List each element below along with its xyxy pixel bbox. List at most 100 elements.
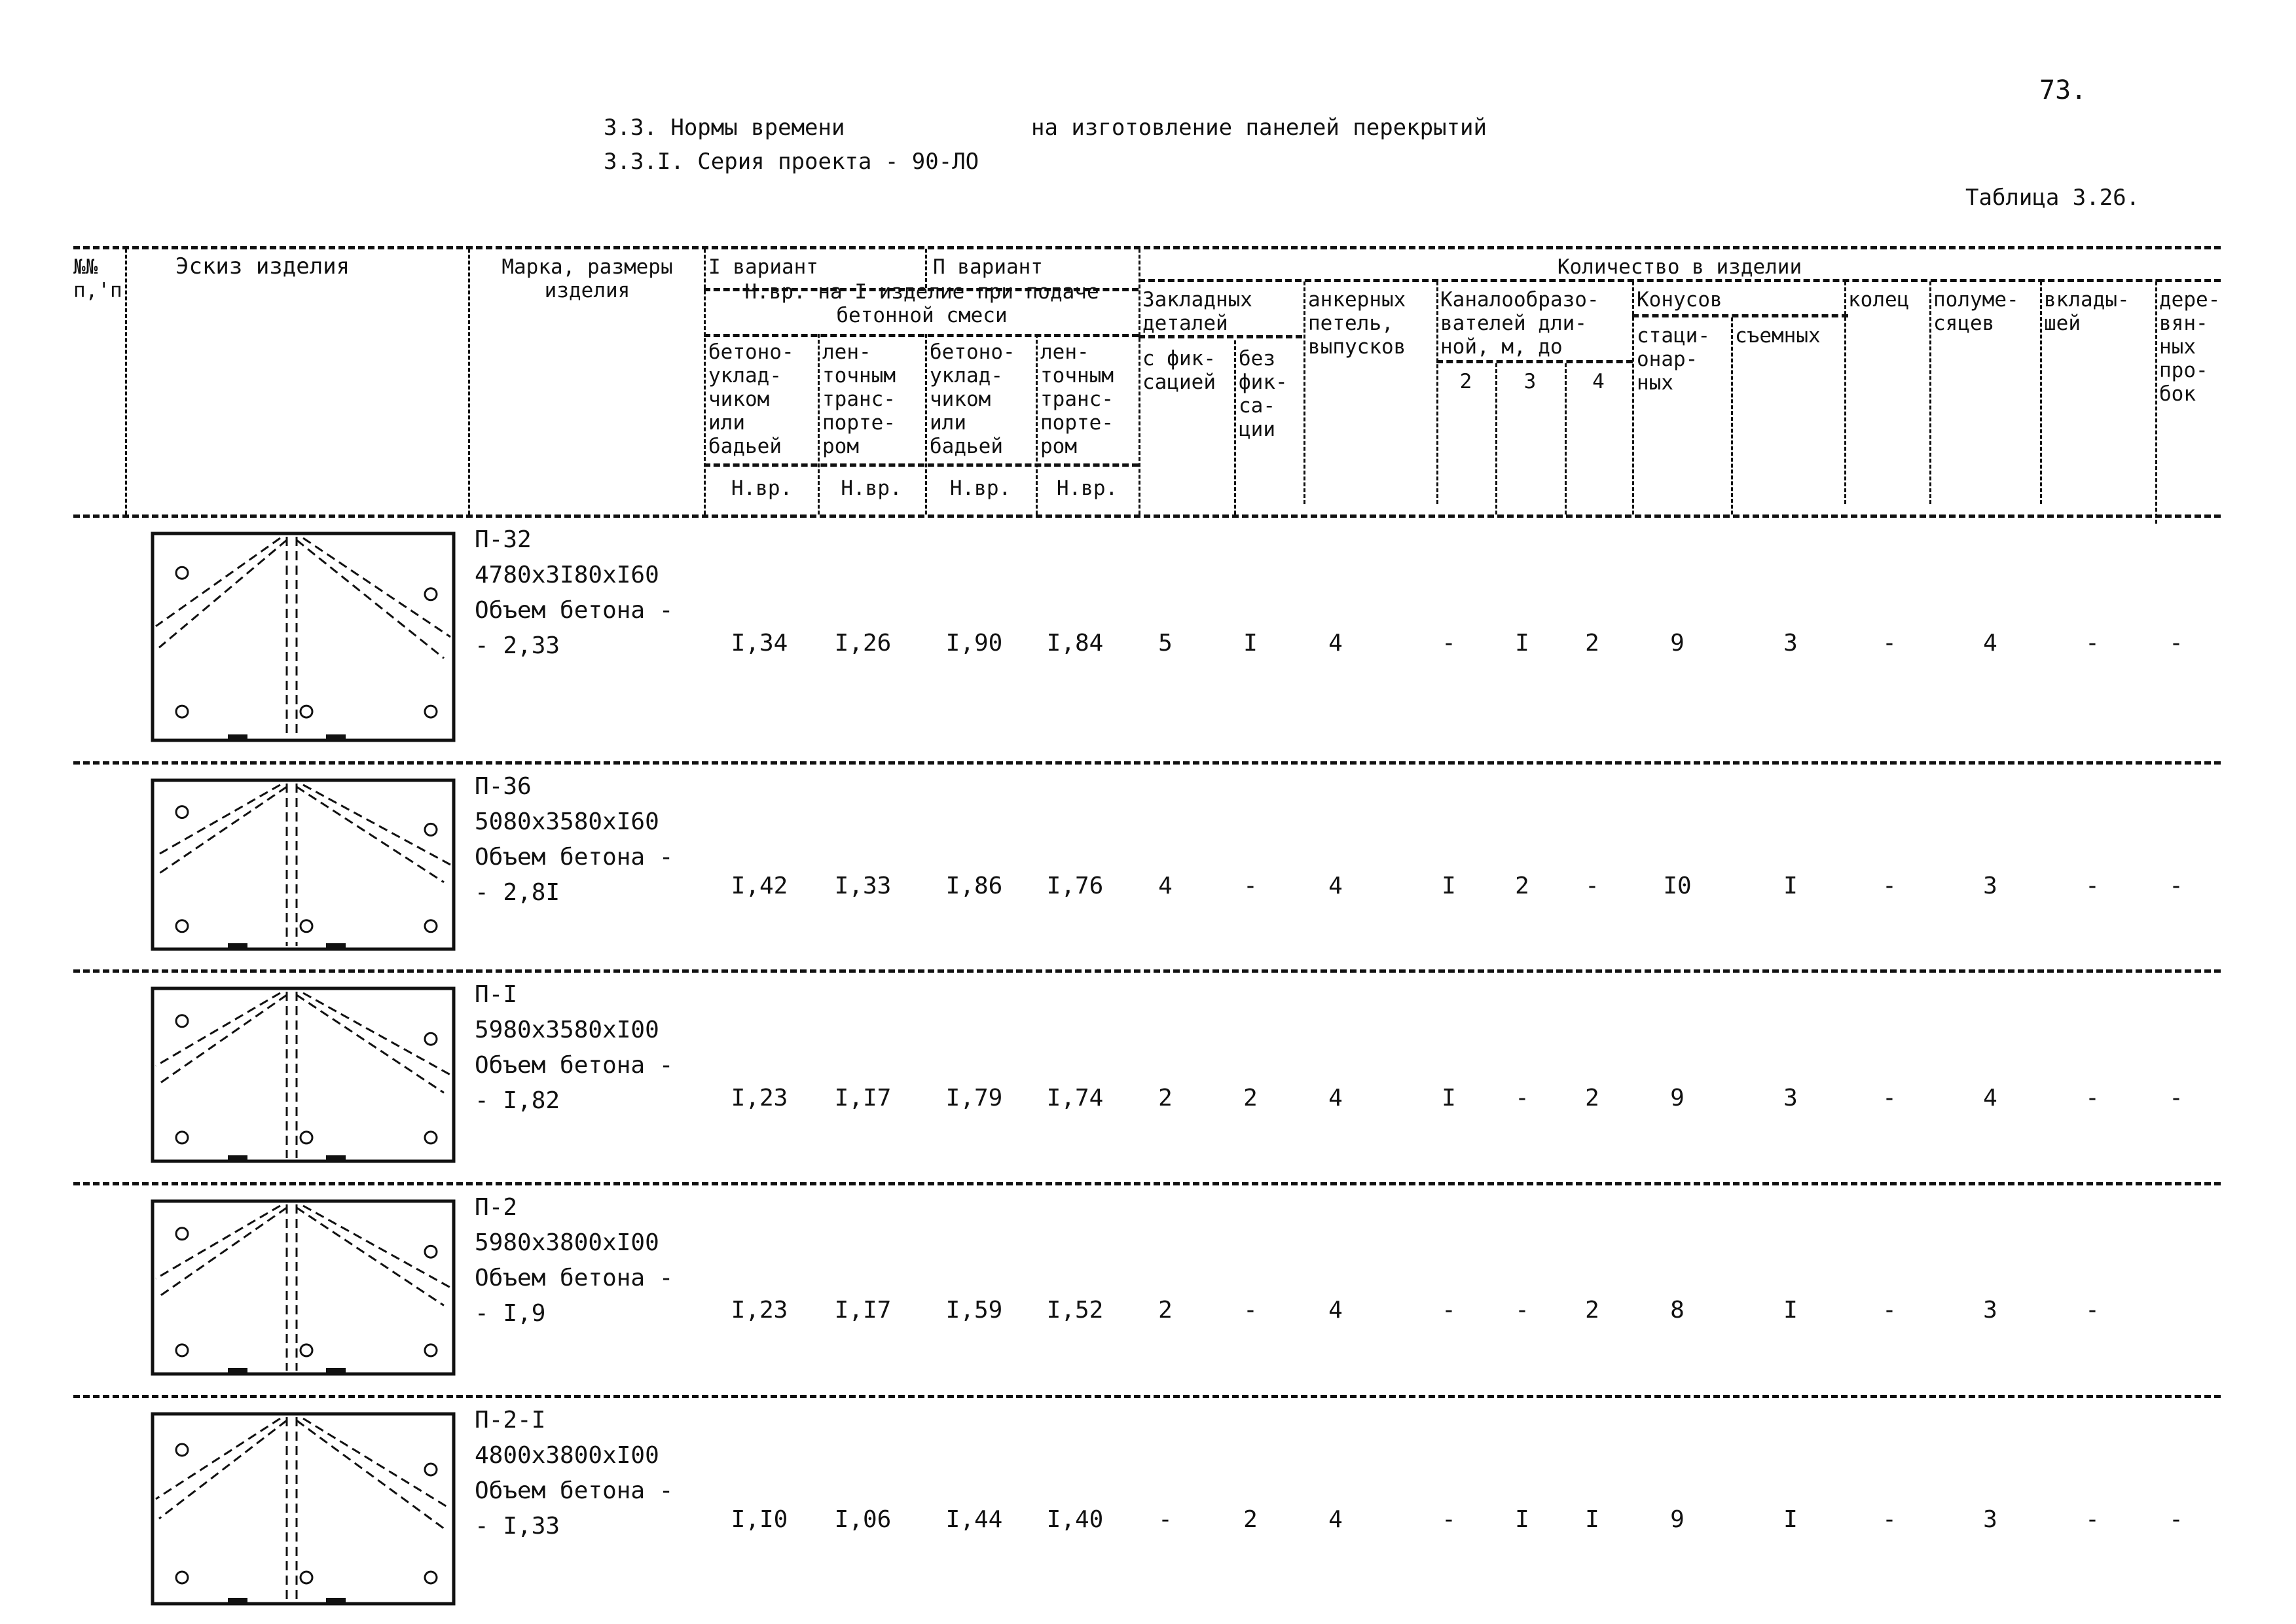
table-cell: 2 bbox=[1585, 630, 1599, 657]
table-cell: 4 bbox=[1983, 1085, 1997, 1111]
rule bbox=[704, 288, 1139, 291]
table-cell: - bbox=[1442, 1506, 1456, 1533]
table-cell: I,40 bbox=[1046, 1506, 1104, 1533]
mark-size: 4800x3800xI00 bbox=[475, 1442, 659, 1469]
rule bbox=[818, 334, 820, 514]
table-cell: 9 bbox=[1670, 630, 1685, 657]
table-cell: - bbox=[2085, 1085, 2100, 1111]
header-unit-2: Н.вр. bbox=[841, 477, 902, 500]
table-cell: 2 bbox=[1585, 1297, 1599, 1324]
mark-vol: - 2,33 bbox=[475, 632, 560, 659]
table-cell: 3 bbox=[1983, 873, 1997, 899]
table-cell: - bbox=[1158, 1506, 1173, 1533]
table-cell: I bbox=[1243, 630, 1258, 657]
rule bbox=[1731, 317, 1733, 514]
mark-mark: П-32 bbox=[475, 526, 532, 553]
panel-sketch-icon bbox=[151, 778, 456, 951]
header-rings: колец bbox=[1848, 288, 1910, 312]
header-sub-2: лен-точным транс-порте-ром bbox=[822, 340, 896, 458]
table-cell: I,44 bbox=[945, 1506, 1003, 1533]
table-cell: - bbox=[1882, 1085, 1897, 1111]
header-mark: Марка, размеры изделия bbox=[501, 255, 673, 302]
table-cell: 9 bbox=[1670, 1506, 1685, 1533]
table-cell: I bbox=[1515, 1506, 1529, 1533]
header-embedded-fix: с фик-сацией bbox=[1142, 347, 1216, 394]
header-unit-4: Н.вр. bbox=[1056, 477, 1118, 500]
table-label: Таблица 3.26. bbox=[1965, 185, 2140, 211]
table-cell: 4 bbox=[1328, 1506, 1343, 1533]
header-sub-4: лен-точным транс-порте-ром bbox=[1040, 340, 1114, 458]
table-cell: I,76 bbox=[1046, 873, 1104, 899]
table-cell: I,33 bbox=[834, 873, 892, 899]
product-mark: П-2 5980x3800xI00 Объем бетона - - I,9 bbox=[475, 1190, 673, 1331]
mark-vol-label: Объем бетона - bbox=[475, 844, 674, 871]
table-cell: - bbox=[1882, 1506, 1897, 1533]
table-cell: 8 bbox=[1670, 1297, 1685, 1324]
header-sub-1: бетоно-уклад-чиком или бадьей bbox=[708, 340, 794, 458]
table-cell: 4 bbox=[1328, 630, 1343, 657]
table-cell: I,23 bbox=[731, 1085, 788, 1111]
table-cell: - bbox=[2169, 873, 2183, 899]
heading-left: 3.3. Нормы времени bbox=[604, 115, 845, 141]
header-variant1: I вариант bbox=[708, 255, 818, 279]
mark-mark: П-2 bbox=[475, 1194, 518, 1221]
header-sketch: Эскиз изделия bbox=[175, 253, 350, 280]
mark-vol-label: Объем бетона - bbox=[475, 597, 674, 624]
rule bbox=[1632, 314, 1848, 317]
table-cell: I bbox=[1783, 1506, 1798, 1533]
rule bbox=[1632, 281, 1634, 514]
panel-sketch-icon bbox=[151, 1199, 456, 1376]
product-mark: П-32 4780x3I80xI60 Объем бетона - - 2,33 bbox=[475, 522, 673, 664]
table-cell: - bbox=[1882, 1297, 1897, 1324]
rule bbox=[73, 969, 2221, 973]
table-cell: I bbox=[1442, 1085, 1456, 1111]
header-embedded-nofix: без фик-са-ции bbox=[1239, 347, 1288, 441]
table-cell: 4 bbox=[1983, 630, 1997, 657]
table-cell: I,34 bbox=[731, 630, 788, 657]
header-channel: Каналообразо-вателей дли-ной, м, до bbox=[1440, 288, 1599, 359]
table-cell: I,23 bbox=[731, 1297, 788, 1324]
heading-right: на изготовление панелей перекрытий bbox=[1031, 115, 1487, 141]
rule bbox=[73, 1182, 2221, 1185]
table-cell: I,26 bbox=[834, 630, 892, 657]
table-cell: - bbox=[1515, 1085, 1529, 1111]
rule bbox=[925, 249, 927, 288]
rule bbox=[1436, 360, 1633, 363]
table-cell: 2 bbox=[1158, 1085, 1173, 1111]
header-anchor: анкерных петель, выпусков bbox=[1308, 288, 1406, 359]
table-cell: 5 bbox=[1158, 630, 1173, 657]
header-unit-3: Н.вр. bbox=[949, 477, 1011, 500]
rule bbox=[1303, 281, 1305, 504]
rule bbox=[704, 463, 1139, 467]
table-cell: I,42 bbox=[731, 873, 788, 899]
rule bbox=[2155, 281, 2157, 524]
table-cell: - bbox=[1515, 1297, 1529, 1324]
header-embedded: Закладных деталей bbox=[1142, 288, 1252, 335]
header-inserts: вклады-шей bbox=[2044, 288, 2130, 335]
table-cell: 3 bbox=[1983, 1297, 1997, 1324]
rule bbox=[1929, 281, 1931, 504]
table-cell: - bbox=[2085, 873, 2100, 899]
table-cell: - bbox=[2085, 630, 2100, 657]
rule bbox=[73, 761, 2221, 765]
mark-mark: П-2-I bbox=[475, 1407, 546, 1434]
rule bbox=[1436, 281, 1438, 504]
table-cell: - bbox=[2169, 1085, 2183, 1111]
header-variant2: П вариант bbox=[933, 255, 1043, 279]
rule bbox=[2040, 281, 2042, 504]
rule bbox=[1139, 279, 2221, 282]
rule bbox=[1139, 335, 1302, 338]
header-wooden: дере-вян-ных про-бок bbox=[2159, 288, 2221, 406]
header-cones: Конусов bbox=[1637, 288, 1722, 312]
panel-sketch-icon bbox=[151, 986, 456, 1163]
table-cell: I,06 bbox=[834, 1506, 892, 1533]
table-cell: I,74 bbox=[1046, 1085, 1104, 1111]
header-channel-2: 2 bbox=[1459, 370, 1472, 393]
header-half: полуме-сяцев bbox=[1933, 288, 2019, 335]
rule bbox=[1139, 249, 1140, 514]
table-cell: I0 bbox=[1663, 873, 1692, 899]
rule bbox=[1844, 281, 1846, 504]
product-mark: П-36 5080x3580xI60 Объем бетона - - 2,8I bbox=[475, 769, 673, 911]
mark-vol-label: Объем бетона - bbox=[475, 1477, 674, 1504]
table-cell: 2 bbox=[1585, 1085, 1599, 1111]
